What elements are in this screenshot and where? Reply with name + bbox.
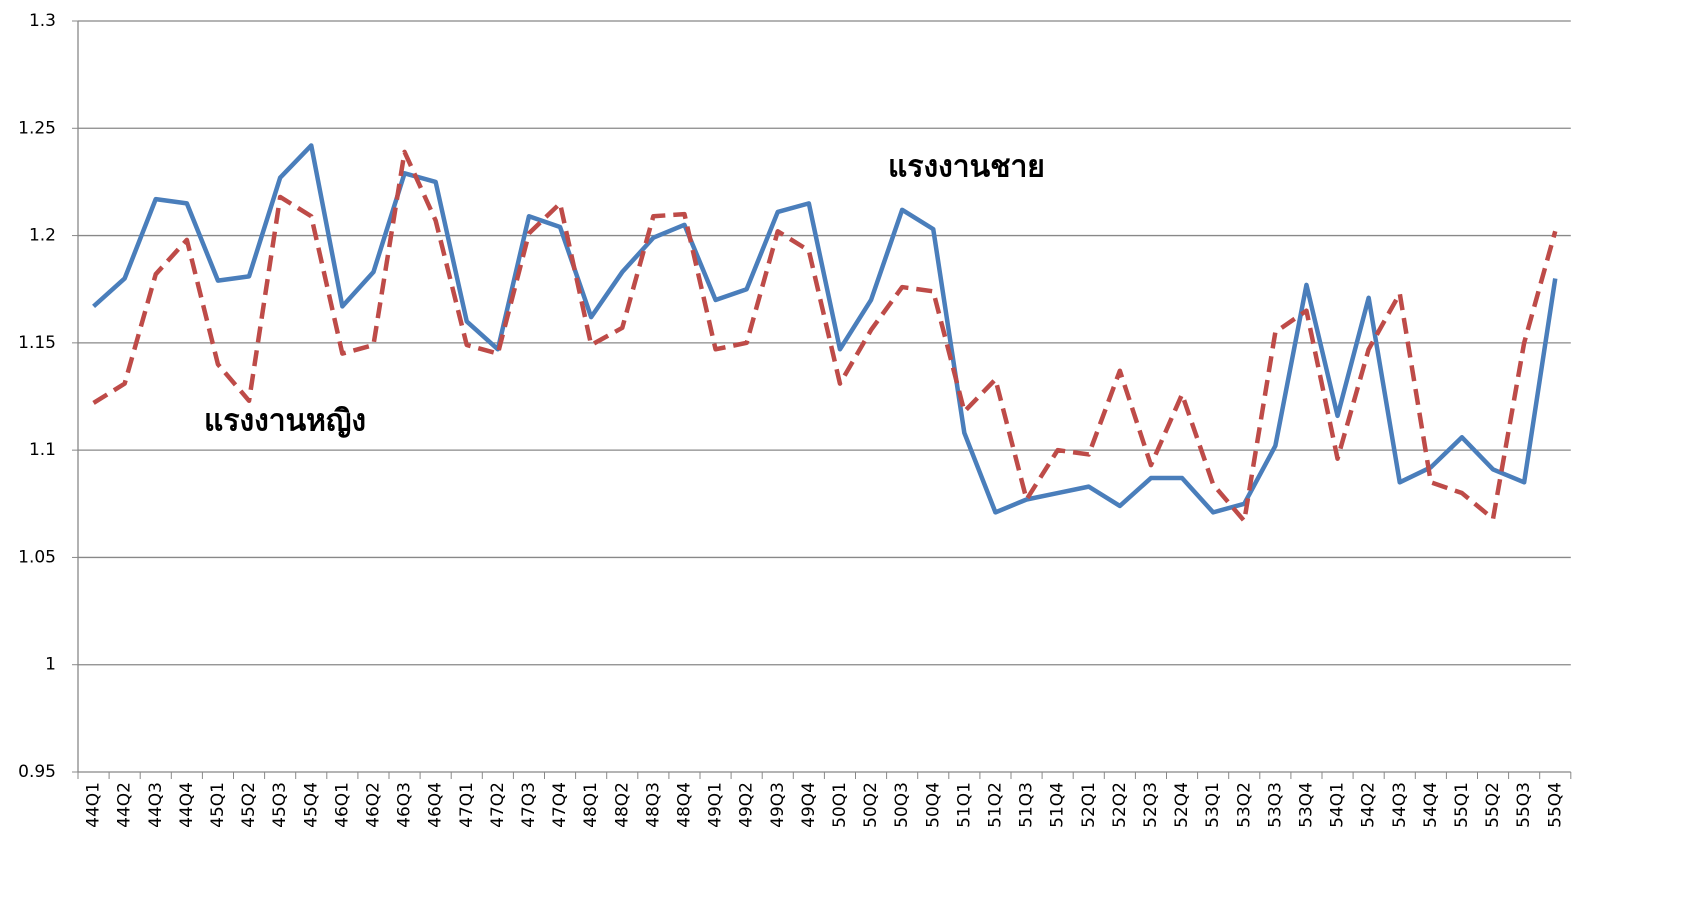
x-tick-label: 51Q3 bbox=[1017, 782, 1037, 828]
x-tick-label: 45Q1 bbox=[208, 782, 228, 828]
x-tick-label: 49Q3 bbox=[768, 782, 788, 828]
x-tick-label: 50Q1 bbox=[830, 782, 850, 828]
x-tick-label: 55Q2 bbox=[1483, 782, 1503, 828]
y-tick-label: 1.3 bbox=[29, 11, 56, 31]
x-tick-label: 44Q1 bbox=[84, 782, 104, 828]
x-tick-label: 52Q2 bbox=[1110, 782, 1130, 828]
x-tick-label: 53Q4 bbox=[1296, 782, 1316, 828]
x-tick-label: 52Q3 bbox=[1141, 782, 1161, 828]
series-label: แรงงานชาย bbox=[888, 150, 1045, 185]
x-tick-label: 45Q4 bbox=[301, 782, 321, 828]
x-tick-label: 48Q4 bbox=[674, 782, 694, 828]
x-tick-label: 53Q1 bbox=[1203, 782, 1223, 828]
x-tick-label: 55Q1 bbox=[1452, 782, 1472, 828]
x-tick-label: 49Q1 bbox=[706, 782, 726, 828]
y-tick-label: 1.2 bbox=[29, 226, 56, 246]
x-tick-label: 51Q1 bbox=[954, 782, 974, 828]
x-tick-label: 53Q2 bbox=[1234, 782, 1254, 828]
x-tick-label: 50Q3 bbox=[892, 782, 912, 828]
x-tick-label: 54Q2 bbox=[1359, 782, 1379, 828]
x-tick-label: 54Q3 bbox=[1390, 782, 1410, 828]
y-tick-label: 1.1 bbox=[29, 440, 56, 460]
x-tick-label: 54Q1 bbox=[1328, 782, 1348, 828]
y-tick-label: 1 bbox=[45, 655, 56, 675]
line-series bbox=[92, 149, 1558, 524]
x-tick-label: 53Q3 bbox=[1265, 782, 1285, 828]
y-tick-label: 1.25 bbox=[18, 118, 56, 138]
y-tick-label: 1.05 bbox=[18, 547, 56, 567]
x-tick-label: 47Q4 bbox=[550, 782, 570, 828]
x-tick-label: 46Q3 bbox=[395, 782, 415, 828]
x-tick-label: 55Q3 bbox=[1514, 782, 1534, 828]
x-tick-label: 54Q4 bbox=[1421, 782, 1441, 828]
line-series bbox=[92, 143, 1558, 515]
x-tick-label: 50Q2 bbox=[861, 782, 881, 828]
x-tick-label: 50Q4 bbox=[923, 782, 943, 828]
x-tick-label: 49Q2 bbox=[737, 782, 757, 828]
series-label: แรงงานหญิง bbox=[204, 404, 366, 439]
x-tick-label: 46Q4 bbox=[426, 782, 446, 828]
x-tick-label: 48Q2 bbox=[612, 782, 632, 828]
x-tick-label: 46Q1 bbox=[332, 782, 352, 828]
x-tick-label: 46Q2 bbox=[363, 782, 383, 828]
x-tick-label: 44Q2 bbox=[115, 782, 135, 828]
x-tick-label: 45Q2 bbox=[239, 782, 259, 828]
x-tick-label: 51Q4 bbox=[1048, 782, 1068, 828]
x-tick-label: 45Q3 bbox=[270, 782, 290, 828]
x-tick-label: 47Q2 bbox=[488, 782, 508, 828]
x-tick-label: 48Q1 bbox=[581, 782, 601, 828]
x-tick-label: 44Q3 bbox=[146, 782, 166, 828]
y-tick-label: 1.15 bbox=[18, 333, 56, 353]
x-tick-label: 51Q2 bbox=[985, 782, 1005, 828]
x-tick-label: 44Q4 bbox=[177, 782, 197, 828]
y-tick-label: 0.95 bbox=[18, 762, 56, 782]
x-tick-label: 55Q4 bbox=[1545, 782, 1565, 828]
x-tick-label: 47Q1 bbox=[457, 782, 477, 828]
x-tick-label: 49Q4 bbox=[799, 782, 819, 828]
x-tick-label: 52Q4 bbox=[1172, 782, 1192, 828]
x-tick-label: 52Q1 bbox=[1079, 782, 1099, 828]
x-tick-label: 47Q3 bbox=[519, 782, 539, 828]
x-tick-label: 48Q3 bbox=[643, 782, 663, 828]
